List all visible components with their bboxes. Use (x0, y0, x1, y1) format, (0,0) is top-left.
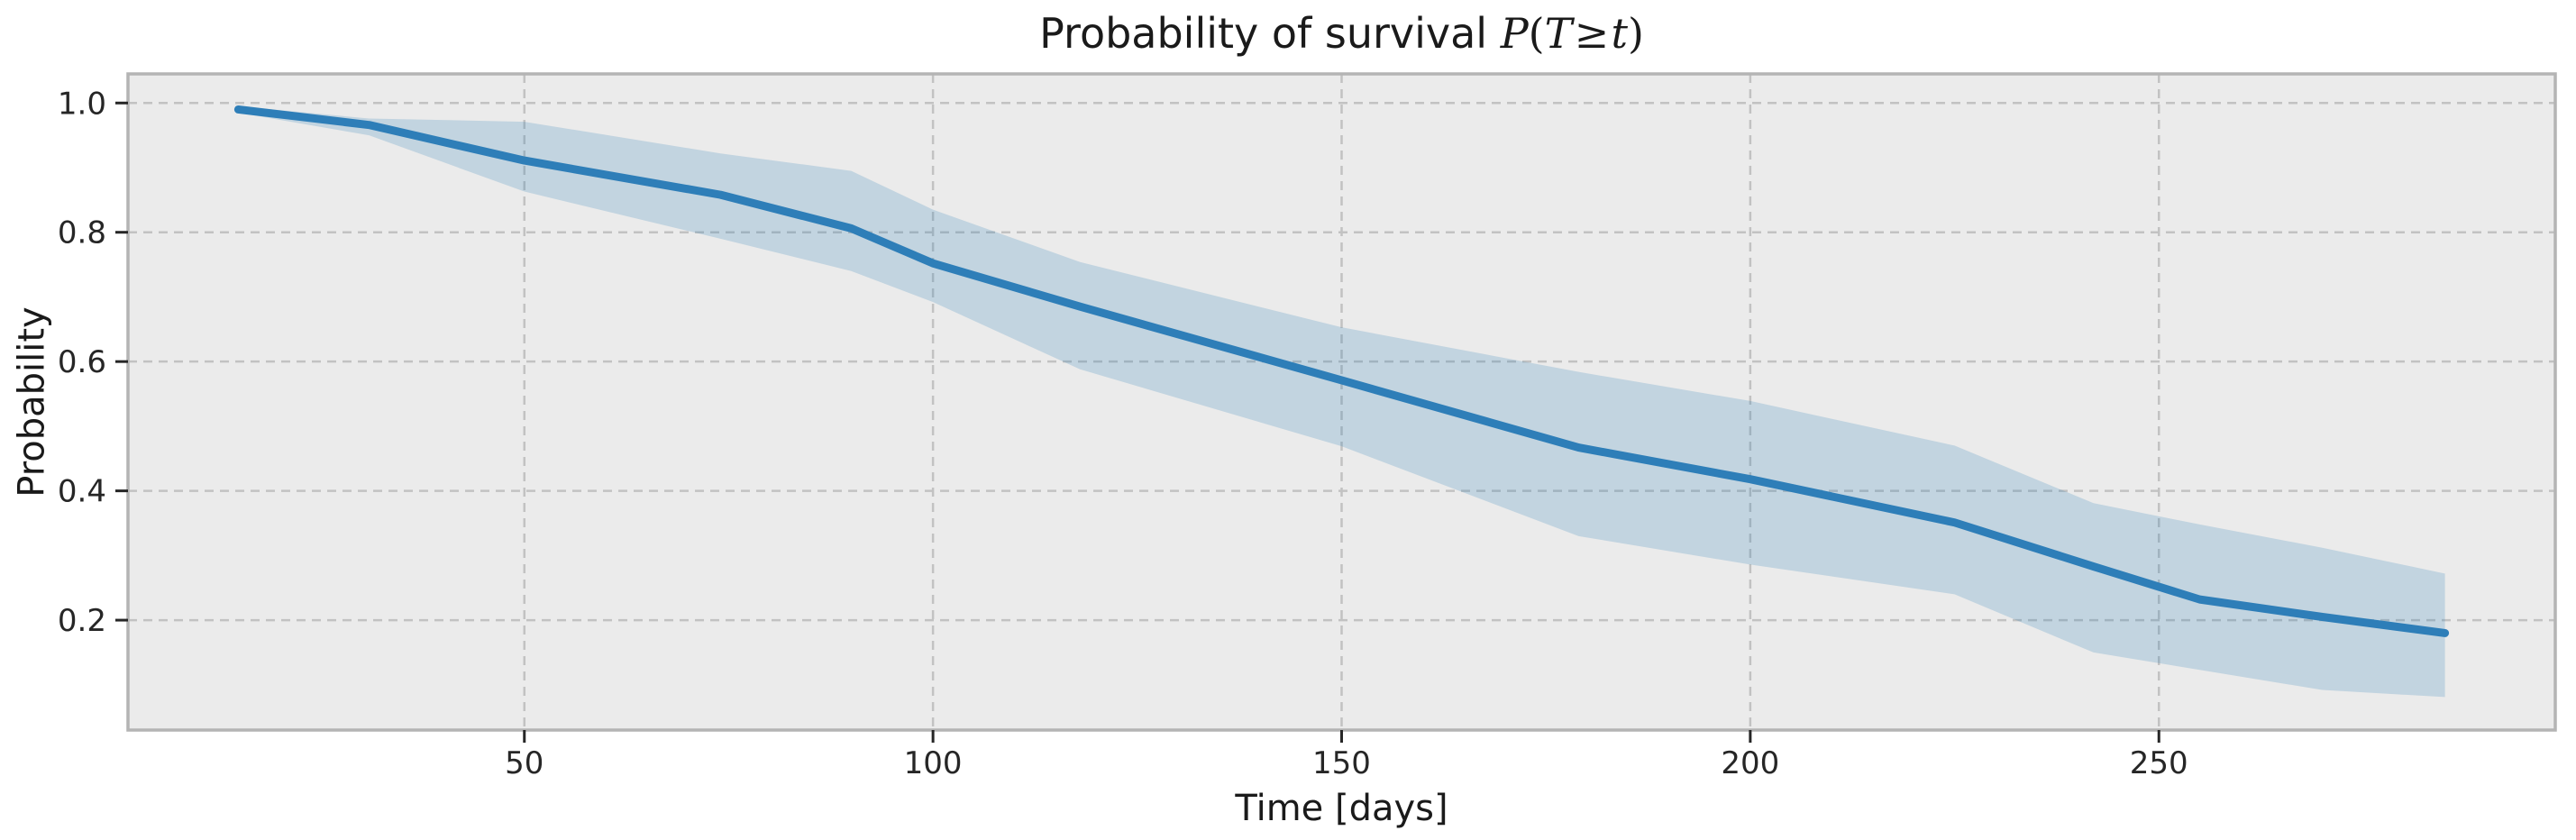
y-tick-label-0.8: 0.8 (58, 215, 106, 251)
math-open-paren: ( (1528, 9, 1545, 58)
x-axis-label: Time [days] (1235, 788, 1448, 829)
math-P: P (1500, 9, 1529, 58)
chart-title-text: Probability of survival (1039, 9, 1501, 58)
x-tick-label-50: 50 (505, 745, 544, 781)
tick-labels: 50 100 150 200 250 0.2 0.4 0.6 0.8 1.0 (58, 86, 2188, 781)
math-t: t (1611, 9, 1628, 58)
chart-title: Probability of survival P(T≥t) (128, 9, 2555, 58)
y-axis-label-wrap: Probability (4, 74, 61, 730)
y-tick-label-0.2: 0.2 (58, 603, 106, 639)
tick-marks (115, 101, 2160, 743)
y-tick-label-0.6: 0.6 (58, 344, 106, 380)
math-geq: ≥ (1574, 9, 1610, 58)
survival-line (233, 105, 2450, 637)
x-tick-label-150: 150 (1312, 745, 1371, 781)
gridlines (128, 74, 2555, 730)
y-tick-label-1: 1.0 (58, 86, 106, 122)
x-tick-label-200: 200 (1721, 745, 1779, 781)
y-axis-label: Probability (12, 306, 54, 498)
x-tick-label-100: 100 (904, 745, 963, 781)
confidence-band (238, 105, 2445, 698)
x-tick-label-250: 250 (2130, 745, 2188, 781)
y-tick-label-0.4: 0.4 (58, 474, 106, 510)
math-T: T (1544, 9, 1573, 58)
math-close-paren: ) (1627, 9, 1644, 58)
